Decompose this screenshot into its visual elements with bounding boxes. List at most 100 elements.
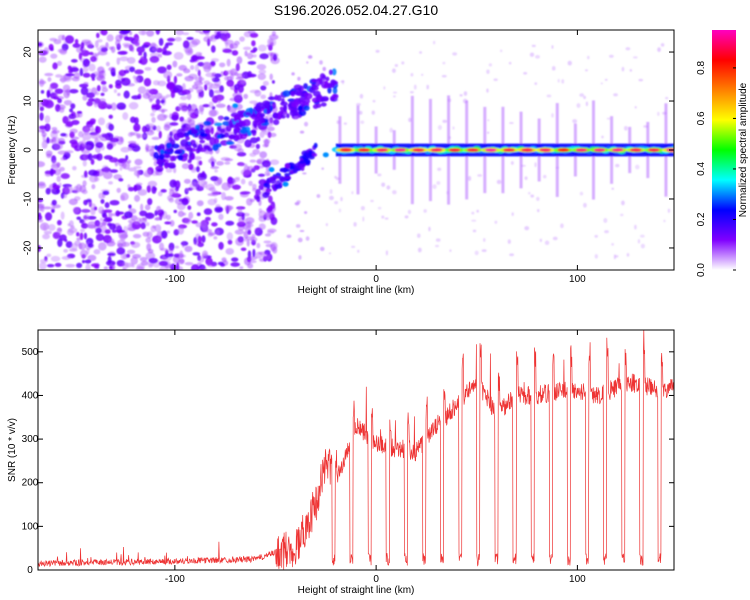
spectrogram-cell [64,35,75,44]
spectrogram-cell [437,167,442,171]
spectrogram-cell [82,95,88,101]
spectrogram-cell [539,238,543,243]
spectrogram-cell [76,110,83,114]
spectrogram-cell [240,79,246,84]
spectrogram-cell [266,183,271,190]
spectrogram-cell [69,108,74,113]
spectrogram-cell [203,208,213,215]
x-tick-label: 0 [373,574,379,585]
spectrogram-cell [284,175,291,180]
spectrogram-cell [218,115,223,122]
spectrogram-cell [284,173,291,177]
spectrogram-cell [260,124,267,133]
spectrogram-cell [202,62,210,69]
spectrogram-cell [239,266,244,270]
spectrogram-cell [477,174,483,177]
spectrogram-cell [44,100,54,109]
spectrogram-cell [192,252,201,256]
spectrogram-cell [125,155,129,161]
spectrogram-cell [42,224,47,231]
spectrogram-cell [157,80,167,87]
spectrogram-cell [150,225,157,233]
spectrogram-cell [256,195,261,203]
spectrogram-cell [38,161,46,168]
spectrogram-cell [254,89,262,97]
spectrogram-cell [197,62,205,67]
spectrogram-cell [131,95,141,100]
spectrogram-cell [158,260,169,267]
spectrogram-cell [227,239,233,245]
spectrogram-cell [251,54,257,58]
spectrogram-cell [105,42,109,49]
spectrogram-cell [289,109,298,117]
spectrogram-cell [488,63,493,67]
spectrogram-cell [173,209,177,214]
spectrogram-cell [169,219,175,227]
spectrogram-cell [292,168,298,174]
spectrogram-cell [298,97,303,103]
spectrogram-cell [136,217,142,223]
spectrogram-cell [99,45,107,49]
spectrogram-cell [155,205,162,214]
spectrogram-cell [251,233,256,238]
spectrogram-cell [72,206,80,214]
spectrogram-cell [109,266,113,270]
spectrogram-cell [111,229,117,233]
spectrogram-cell [175,180,181,189]
spectrogram-cell [76,237,82,241]
spectrogram-cell [90,73,96,79]
snr-panel: -100 0 100 0 100 200 300 400 500 Height of strai… [7,329,675,596]
x-tick-label: 100 [569,574,586,585]
spectrogram-cell [320,102,327,107]
spectrogram-cell [471,211,475,215]
spectrogram-cell [430,148,443,152]
snr-frame [37,329,675,571]
spectrogram-cell [52,184,61,190]
spectrogram-cell [298,109,307,117]
spectrogram-cell [216,143,222,148]
spectrogram-cell [638,78,644,82]
spectrogram-cell [482,238,486,242]
spectrogram-cell [63,89,71,99]
spectrogram-cell [199,93,203,99]
spectrogram-cell [276,94,282,102]
spectrogram-cell [41,140,48,149]
spectrogram-cell [432,40,436,45]
spectrogram-cell [116,102,127,110]
spectrogram-cell [286,113,290,119]
spectrogram-cell [383,86,386,90]
spectrogram-cell [270,52,274,62]
spectrogram-cell [158,242,165,251]
spectrogram-cell [150,42,157,48]
spectrogram-cell [232,184,241,190]
spectrogram-cell [227,180,234,188]
spectrogram-cell [274,184,283,189]
spectrogram-cell [94,40,99,48]
spectrogram-cell [156,145,161,151]
spectrogram-cell [99,103,107,107]
spectrogram-cell [259,258,266,262]
spectrogram-cell [391,68,396,73]
spectrogram-cell [353,222,357,227]
spectrogram-cell [132,233,142,239]
spectrogram-cell [38,214,43,221]
spectrogram-cell [262,80,269,86]
snr-ylabel: SNR (10 * v/v) [7,418,18,482]
spectrogram-cell [170,90,176,99]
spectrogram-cell [72,166,77,171]
spectrogram-cell [184,217,191,225]
spectrogram-cell [90,133,101,140]
spectrogram-cell [44,115,51,124]
spectrogram-cell [250,236,258,243]
spectrogram-cell [191,168,197,173]
spectrogram-cell [108,114,113,119]
spectrogram-cell [322,78,326,82]
spectrogram-cell [299,229,305,232]
spectrogram-cell [54,91,59,98]
spectrogram-cell [93,249,101,255]
spectrogram-cell [268,167,275,173]
spectrogram-cell [87,243,94,248]
spectrogram-cell [385,250,389,256]
spectrogram-cell [486,88,489,93]
spectrogram-cell [183,68,191,74]
